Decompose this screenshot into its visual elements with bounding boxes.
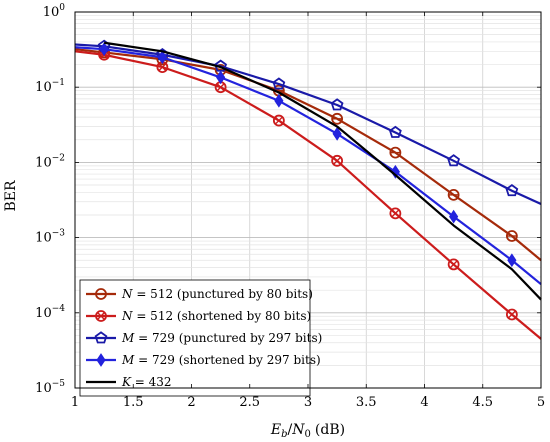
y-tick-label: 10−4 xyxy=(35,304,65,321)
series-4-point xyxy=(332,126,342,141)
legend-box xyxy=(79,279,311,397)
series-3-point xyxy=(388,125,402,138)
series-line-4 xyxy=(74,46,542,286)
series-4-point xyxy=(99,42,109,57)
series-1-point xyxy=(505,230,518,242)
series-3-point xyxy=(505,184,519,197)
legend-label-4: M = 729 (shortened by 297 bits) xyxy=(121,353,321,367)
x-tick-label: 2 xyxy=(187,395,195,410)
x-tick-label: 1.5 xyxy=(123,395,144,410)
legend-marker-1 xyxy=(95,288,107,300)
legend-label-3: M = 729 (punctured by 297 bits) xyxy=(121,331,322,345)
y-axis-label: BER xyxy=(3,180,19,212)
series-line-1 xyxy=(74,48,542,262)
series-line-3 xyxy=(74,43,542,205)
x-tick-label: 4.5 xyxy=(472,395,493,410)
series-2-point xyxy=(389,207,402,220)
series-4-point xyxy=(274,93,284,108)
series-4-point xyxy=(507,253,517,268)
legend-marker-3 xyxy=(94,331,108,344)
series-1-point xyxy=(389,146,402,159)
series-line-5 xyxy=(103,41,542,301)
y-tick-label: 10−2 xyxy=(35,153,65,170)
tick-labels: 1 1.5 2 2.5 3 3.5 4 4.5 5 100 10−1 10−2 10−3 10−4 10−5 xyxy=(35,3,545,410)
x-tick-label: 2.5 xyxy=(239,395,260,410)
series-4-point xyxy=(157,50,167,65)
series-3-point xyxy=(330,98,344,111)
series-2-point xyxy=(272,114,285,127)
x-tick-label: 1 xyxy=(71,395,79,410)
series-2-point xyxy=(505,308,518,321)
series-2-point xyxy=(331,154,344,167)
series-1-point xyxy=(331,112,344,125)
series-4-point xyxy=(449,209,459,224)
x-tick-label: 3.5 xyxy=(356,395,377,410)
legend-label-1: N = 512 (punctured by 80 bits) xyxy=(121,287,313,301)
series-layer xyxy=(74,39,542,340)
x-axis-label: Eb/N0 (dB) xyxy=(270,422,345,440)
x-tick-label: 4 xyxy=(420,395,428,410)
y-tick-label: 10−3 xyxy=(35,229,65,246)
y-tick-label: 100 xyxy=(43,3,66,20)
y-tick-label: 10−5 xyxy=(35,379,65,396)
legend: N = 512 (punctured by 80 bits) N = 512 (s… xyxy=(79,279,322,397)
series-3-point xyxy=(272,77,286,90)
legend-label-2: N = 512 (shortened by 80 bits) xyxy=(121,309,311,323)
y-tick-label: 10−1 xyxy=(35,78,65,95)
series-1-point xyxy=(447,188,460,201)
series-4-point xyxy=(390,164,400,179)
legend-marker-2 xyxy=(95,310,107,322)
series-line-2 xyxy=(74,50,542,340)
series-2-point xyxy=(447,258,460,271)
x-tick-label: 5 xyxy=(537,395,545,410)
series-4-point xyxy=(216,70,226,85)
legend-marker-4 xyxy=(96,353,106,367)
series-3-point xyxy=(447,154,461,167)
legend-label-5: K = 432 xyxy=(121,375,172,389)
x-tick-label: 3 xyxy=(304,395,312,410)
